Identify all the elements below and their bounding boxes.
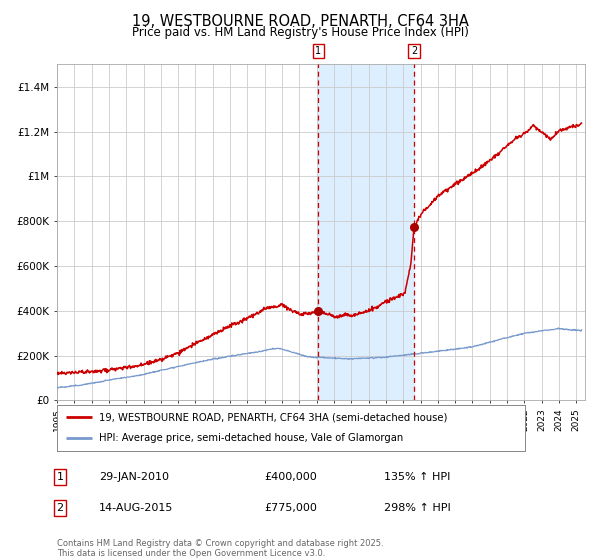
Text: Price paid vs. HM Land Registry's House Price Index (HPI): Price paid vs. HM Land Registry's House …: [131, 26, 469, 39]
Bar: [318, 64, 414, 400]
Text: 298% ↑ HPI: 298% ↑ HPI: [384, 503, 451, 513]
Text: 135% ↑ HPI: 135% ↑ HPI: [384, 472, 451, 482]
Text: 2: 2: [411, 46, 417, 56]
Text: 14-AUG-2015: 14-AUG-2015: [99, 503, 173, 513]
Text: £400,000: £400,000: [264, 472, 317, 482]
Text: 1: 1: [315, 46, 321, 56]
Text: 19, WESTBOURNE ROAD, PENARTH, CF64 3HA: 19, WESTBOURNE ROAD, PENARTH, CF64 3HA: [131, 14, 469, 29]
Text: 19, WESTBOURNE ROAD, PENARTH, CF64 3HA (semi-detached house): 19, WESTBOURNE ROAD, PENARTH, CF64 3HA (…: [99, 412, 448, 422]
Text: 1: 1: [56, 472, 64, 482]
Text: £775,000: £775,000: [264, 503, 317, 513]
Text: 29-JAN-2010: 29-JAN-2010: [99, 472, 169, 482]
Text: 2: 2: [56, 503, 64, 513]
Text: Contains HM Land Registry data © Crown copyright and database right 2025.
This d: Contains HM Land Registry data © Crown c…: [57, 539, 383, 558]
Text: HPI: Average price, semi-detached house, Vale of Glamorgan: HPI: Average price, semi-detached house,…: [99, 433, 403, 444]
